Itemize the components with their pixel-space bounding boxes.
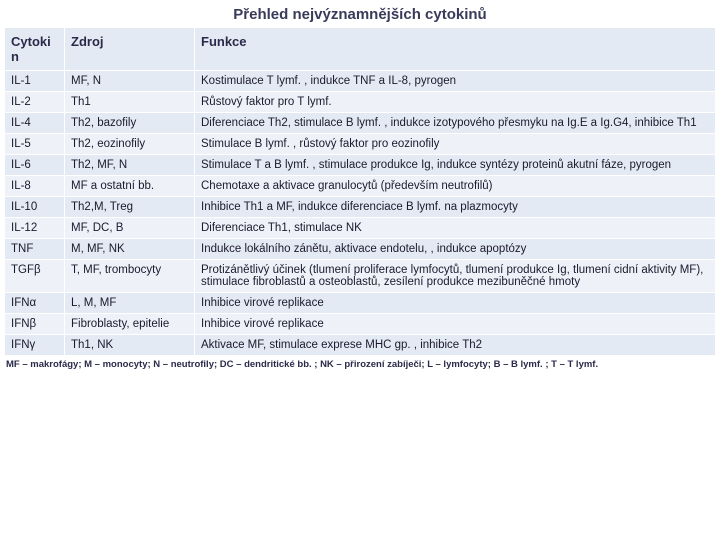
table-row: IL-10Th2,M, TregInhibice Th1 a MF, induk… [5, 197, 716, 218]
cell-cytokin: IL-6 [5, 155, 65, 176]
col-funkce: Funkce [195, 28, 716, 71]
page-title: Přehled nejvýznamnějších cytokinů [0, 0, 720, 27]
table-row: TNFM, MF, NKIndukce lokálního zánětu, ak… [5, 239, 716, 260]
cell-zdroj: Fibroblasty, epitelie [65, 314, 195, 335]
cell-cytokin: IL-8 [5, 176, 65, 197]
cell-funkce: Diferenciace Th2, stimulace B lymf. , in… [195, 113, 716, 134]
cell-zdroj: MF, N [65, 71, 195, 92]
cell-zdroj: Th1, NK [65, 335, 195, 356]
table-row: TGFβT, MF, trombocytyProtizánětlivý účin… [5, 260, 716, 293]
cell-zdroj: Th2, eozinofily [65, 134, 195, 155]
cell-cytokin: IFNα [5, 293, 65, 314]
cell-funkce: Inhibice virové replikace [195, 293, 716, 314]
table-row: IL-6Th2, MF, NStimulace T a B lymf. , st… [5, 155, 716, 176]
cell-funkce: Inhibice Th1 a MF, indukce diferenciace … [195, 197, 716, 218]
cell-zdroj: Th1 [65, 92, 195, 113]
cell-funkce: Protizánětlivý účinek (tlumení prolifera… [195, 260, 716, 293]
cell-zdroj: Th2, bazofily [65, 113, 195, 134]
cell-funkce: Růstový faktor pro T lymf. [195, 92, 716, 113]
cell-cytokin: IL-2 [5, 92, 65, 113]
table-row: IL-5Th2, eozinofilyStimulace B lymf. , r… [5, 134, 716, 155]
cell-zdroj: M, MF, NK [65, 239, 195, 260]
cytokine-table: Cytokin Zdroj Funkce IL-1MF, NKostimulac… [4, 27, 716, 356]
cell-zdroj: Th2,M, Treg [65, 197, 195, 218]
table-row: IFNβFibroblasty, epitelieInhibice virové… [5, 314, 716, 335]
table-row: IL-8MF a ostatní bb.Chemotaxe a aktivace… [5, 176, 716, 197]
table-header-row: Cytokin Zdroj Funkce [5, 28, 716, 71]
cell-cytokin: TGFβ [5, 260, 65, 293]
cell-zdroj: MF, DC, B [65, 218, 195, 239]
table-row: IFNαL, M, MFInhibice virové replikace [5, 293, 716, 314]
cell-funkce: Diferenciace Th1, stimulace NK [195, 218, 716, 239]
col-cytokin: Cytokin [5, 28, 65, 71]
cell-cytokin: IFNβ [5, 314, 65, 335]
cell-cytokin: IL-4 [5, 113, 65, 134]
cell-zdroj: MF a ostatní bb. [65, 176, 195, 197]
cell-cytokin: IL-5 [5, 134, 65, 155]
cell-zdroj: L, M, MF [65, 293, 195, 314]
cell-funkce: Chemotaxe a aktivace granulocytů (předev… [195, 176, 716, 197]
col-zdroj: Zdroj [65, 28, 195, 71]
cell-cytokin: TNF [5, 239, 65, 260]
cell-funkce: Aktivace MF, stimulace exprese MHC gp. ,… [195, 335, 716, 356]
cell-cytokin: IL-12 [5, 218, 65, 239]
cell-cytokin: IFNγ [5, 335, 65, 356]
table-row: IL-12MF, DC, BDiferenciace Th1, stimulac… [5, 218, 716, 239]
table-row: IL-4Th2, bazofilyDiferenciace Th2, stimu… [5, 113, 716, 134]
table-row: IL-1MF, NKostimulace T lymf. , indukce T… [5, 71, 716, 92]
cell-funkce: Stimulace T a B lymf. , stimulace produk… [195, 155, 716, 176]
cell-cytokin: IL-10 [5, 197, 65, 218]
table-row: IL-2Th1Růstový faktor pro T lymf. [5, 92, 716, 113]
footnote: MF – makrofágy; M – monocyty; N – neutro… [0, 356, 720, 373]
cell-funkce: Inhibice virové replikace [195, 314, 716, 335]
cell-zdroj: Th2, MF, N [65, 155, 195, 176]
cell-funkce: Stimulace B lymf. , růstový faktor pro e… [195, 134, 716, 155]
cell-zdroj: T, MF, trombocyty [65, 260, 195, 293]
cell-funkce: Kostimulace T lymf. , indukce TNF a IL-8… [195, 71, 716, 92]
cell-cytokin: IL-1 [5, 71, 65, 92]
cell-funkce: Indukce lokálního zánětu, aktivace endot… [195, 239, 716, 260]
table-row: IFNγTh1, NKAktivace MF, stimulace expres… [5, 335, 716, 356]
